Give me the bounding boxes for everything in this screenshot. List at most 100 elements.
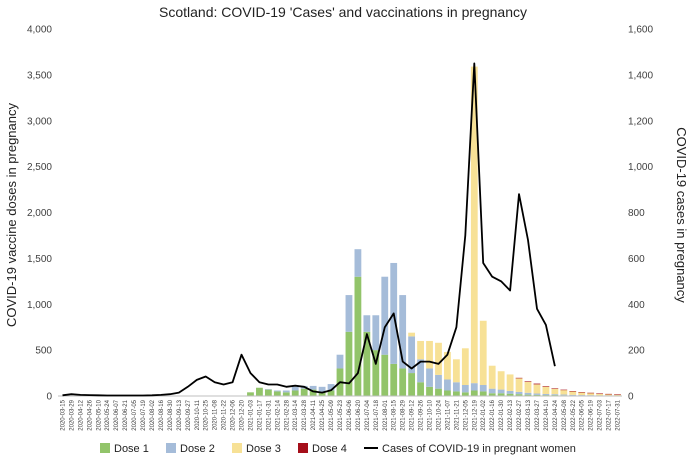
- x-tick-label: 2020-12-06: [231, 399, 237, 430]
- y-tick-label: 500: [35, 346, 52, 357]
- bar-dose-3: [426, 340, 433, 369]
- x-tick-label: 2021-01-17: [257, 399, 263, 430]
- bar-dose-1: [452, 391, 460, 396]
- bar-dose-1: [470, 390, 478, 396]
- y-tick-label: 1,000: [27, 300, 52, 311]
- x-tick-label: 2021-11-21: [454, 399, 460, 430]
- bar-dose-1: [515, 394, 523, 396]
- x-tick-label: 2021-08-29: [401, 399, 407, 430]
- bar-dose-2: [497, 389, 505, 394]
- x-tick-label: 2021-06-06: [347, 399, 353, 430]
- x-tick-label: 2020-11-22: [222, 399, 228, 430]
- x-tick-label: 2021-07-18: [374, 399, 380, 430]
- x-tick-label: 2020-04-12: [78, 399, 84, 430]
- bar-dose-3: [452, 359, 460, 383]
- bar-dose-2: [372, 315, 380, 351]
- x-tick-label: 2021-03-14: [293, 399, 299, 430]
- x-tick-label: 2021-07-04: [365, 399, 371, 430]
- x-tick-label: 2020-05-24: [105, 399, 111, 430]
- legend-swatch: [166, 443, 176, 453]
- y2-tick-label: 600: [628, 254, 645, 265]
- legend-swatch: [232, 443, 242, 453]
- bar-dose-2: [515, 391, 523, 395]
- bar-dose-1: [533, 394, 541, 396]
- bar-dose-3: [506, 374, 514, 391]
- legend-swatch: [100, 443, 110, 453]
- bar-dose-2: [327, 384, 335, 391]
- bar-dose-1: [354, 276, 362, 396]
- bar-dose-1: [506, 393, 514, 396]
- y-axis-title: COVID-19 vaccine doses in pregnancy: [4, 103, 19, 328]
- bar-dose-4: [614, 394, 621, 395]
- bar-dose-3: [417, 340, 424, 360]
- x-tick-label: 2021-02-28: [284, 399, 290, 430]
- bar-dose-2: [309, 385, 317, 390]
- bar-dose-1: [381, 354, 389, 396]
- bar-dose-3: [488, 365, 496, 389]
- bar-dose-3: [587, 392, 595, 396]
- x-tick-label: 2020-06-07: [114, 399, 120, 430]
- bar-dose-1: [282, 392, 290, 396]
- bar-dose-1: [300, 388, 308, 396]
- x-tick-label: 2021-04-11: [311, 399, 317, 430]
- bar-dose-1: [417, 382, 424, 396]
- legend-label: Dose 4: [312, 443, 347, 455]
- x-tick-label: 2020-09-13: [177, 399, 183, 430]
- bar-dose-2: [282, 390, 290, 393]
- x-tick-label: 2020-04-26: [87, 399, 93, 430]
- bar-dose-1: [399, 368, 407, 396]
- bar-dose-2: [426, 368, 433, 387]
- x-tick-label: 2021-04-25: [320, 399, 326, 430]
- x-tick-label: 2020-08-16: [159, 399, 165, 430]
- x-tick-label: 2020-11-08: [213, 399, 219, 430]
- x-tick-label: 2021-01-31: [266, 399, 272, 430]
- x-tick-label: 2021-03-28: [302, 399, 308, 430]
- x-tick-label: 2020-07-19: [141, 399, 147, 430]
- bar-dose-1: [327, 390, 335, 396]
- bar-dose-2: [551, 394, 559, 396]
- bar-dose-2: [578, 395, 586, 396]
- legend-label: Dose 3: [246, 443, 281, 455]
- chart-title: Scotland: COVID-19 'Cases' and vaccinati…: [159, 4, 527, 20]
- bar-dose-1: [390, 363, 398, 396]
- bar-dose-2: [399, 295, 407, 369]
- bar-dose-1: [273, 391, 281, 396]
- bar-dose-1: [488, 393, 496, 396]
- x-tick-label: 2020-06-21: [123, 399, 129, 430]
- bar-dose-2: [345, 295, 353, 332]
- bar-dose-1: [256, 387, 263, 396]
- bar-dose-2: [435, 374, 442, 389]
- bar-dose-1: [444, 390, 451, 396]
- bar-dose-1: [524, 394, 532, 396]
- x-tick-label: 2021-08-15: [392, 399, 398, 430]
- bar-dose-3: [560, 389, 568, 395]
- bar-dose-4: [605, 393, 612, 395]
- y2-tick-label: 400: [628, 300, 645, 311]
- x-tick-label: 2022-02-27: [517, 399, 523, 430]
- y-tick-label: 3,500: [27, 70, 52, 81]
- y2-tick-label: 200: [628, 346, 645, 357]
- bar-dose-1: [309, 389, 317, 396]
- x-tick-label: 2022-01-30: [499, 399, 505, 430]
- bar-dose-2: [560, 394, 568, 396]
- x-tick-label: 2022-06-05: [580, 399, 586, 430]
- bar-dose-3: [524, 381, 532, 393]
- bar-dose-1: [426, 386, 433, 396]
- bar-dose-1: [479, 391, 487, 396]
- x-tick-label: 2020-03-29: [69, 399, 75, 430]
- bar-dose-1: [363, 331, 371, 396]
- y-tick-label: 4,000: [27, 25, 52, 36]
- bar-dose-1: [291, 390, 299, 396]
- bar-dose-3: [569, 391, 577, 395]
- bar-dose-2: [452, 382, 460, 392]
- x-tick-label: 2022-01-16: [490, 399, 496, 430]
- bar-dose-4: [533, 383, 541, 385]
- x-tick-label: 2020-08-30: [168, 399, 174, 430]
- bar-dose-2: [569, 394, 577, 396]
- bar-dose-4: [524, 381, 532, 382]
- y2-axis-title: COVID-19 cases in pregnancy: [674, 127, 687, 303]
- x-tick-label: 2022-05-22: [571, 399, 577, 430]
- y2-tick-label: 1,200: [628, 116, 653, 127]
- bar-dose-2: [470, 383, 478, 391]
